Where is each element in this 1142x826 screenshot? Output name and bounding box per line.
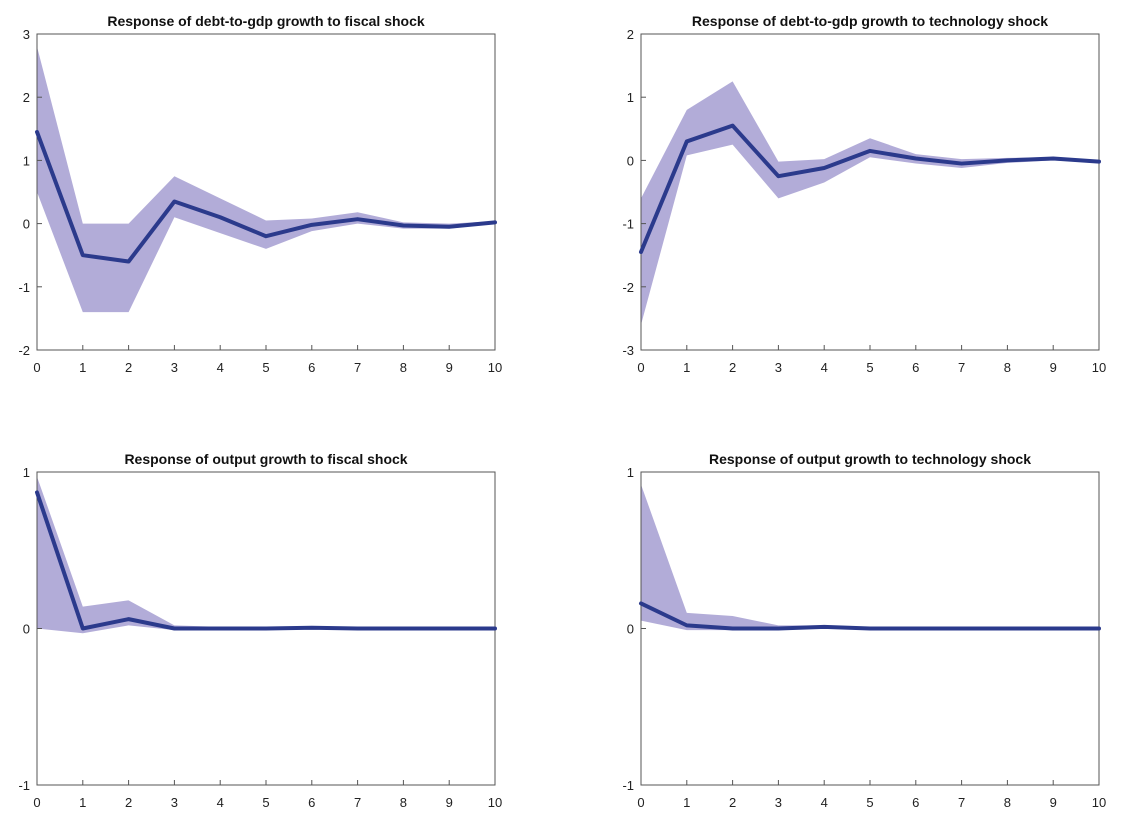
x-tick-label: 8 — [1004, 795, 1011, 810]
x-tick-label: 7 — [354, 360, 361, 375]
x-tick-label: 10 — [1092, 795, 1106, 810]
x-tick-label: 6 — [308, 360, 315, 375]
y-tick-label: 3 — [23, 27, 30, 42]
panel-output-technology: Response of output growth to technology … — [622, 451, 1106, 810]
x-tick-label: 2 — [729, 795, 736, 810]
x-tick-label: 0 — [33, 360, 40, 375]
x-tick-label: 10 — [488, 360, 502, 375]
x-tick-label: 6 — [912, 360, 919, 375]
series-line — [35, 490, 497, 631]
chart-title: Response of debt-to-gdp growth to techno… — [692, 13, 1048, 29]
series-line — [639, 601, 1101, 631]
y-tick-label: -3 — [622, 343, 634, 358]
x-tick-label: 4 — [217, 360, 224, 375]
x-tick-label: 8 — [1004, 360, 1011, 375]
x-tick-label: 9 — [1050, 795, 1057, 810]
x-tick-label: 2 — [125, 360, 132, 375]
chart-title: Response of output growth to technology … — [709, 451, 1031, 467]
x-tick-label: 5 — [262, 795, 269, 810]
x-tick-label: 1 — [79, 795, 86, 810]
y-tick-label: 0 — [627, 153, 634, 168]
x-tick-label: 2 — [125, 795, 132, 810]
x-tick-label: 4 — [217, 795, 224, 810]
panel-debt-fiscal: Response of debt-to-gdp growth to fiscal… — [18, 13, 502, 375]
x-tick-label: 6 — [912, 795, 919, 810]
series-line — [35, 129, 497, 264]
chart-title: Response of output growth to fiscal shoc… — [124, 451, 407, 467]
x-tick-label: 1 — [683, 360, 690, 375]
y-tick-label: 1 — [627, 465, 634, 480]
panel-debt-technology: Response of debt-to-gdp growth to techno… — [622, 13, 1106, 375]
x-tick-label: 3 — [775, 360, 782, 375]
panel-output-fiscal: Response of output growth to fiscal shoc… — [18, 451, 502, 810]
x-tick-label: 4 — [821, 360, 828, 375]
x-tick-label: 7 — [958, 360, 965, 375]
x-tick-label: 5 — [262, 360, 269, 375]
y-tick-label: -2 — [622, 280, 634, 295]
x-tick-label: 0 — [637, 795, 644, 810]
y-tick-label: -1 — [18, 280, 30, 295]
x-tick-label: 5 — [866, 795, 873, 810]
confidence-band — [37, 46, 495, 313]
x-tick-label: 3 — [775, 795, 782, 810]
x-tick-label: 8 — [400, 360, 407, 375]
x-tick-label: 4 — [821, 795, 828, 810]
x-tick-label: 9 — [446, 795, 453, 810]
chart-title: Response of debt-to-gdp growth to fiscal… — [107, 13, 425, 29]
x-tick-label: 3 — [171, 795, 178, 810]
confidence-band — [641, 81, 1099, 325]
y-tick-label: 0 — [627, 622, 634, 637]
x-tick-label: 10 — [488, 795, 502, 810]
y-tick-label: -1 — [622, 217, 634, 232]
x-tick-label: 0 — [637, 360, 644, 375]
x-tick-label: 6 — [308, 795, 315, 810]
x-tick-label: 9 — [446, 360, 453, 375]
x-tick-label: 2 — [729, 360, 736, 375]
y-tick-label: -1 — [18, 778, 30, 793]
y-tick-label: 1 — [23, 465, 30, 480]
x-tick-label: 9 — [1050, 360, 1057, 375]
y-tick-label: 0 — [23, 622, 30, 637]
x-tick-label: 1 — [683, 795, 690, 810]
y-tick-label: 2 — [627, 27, 634, 42]
x-tick-label: 10 — [1092, 360, 1106, 375]
x-tick-label: 3 — [171, 360, 178, 375]
x-tick-label: 5 — [866, 360, 873, 375]
x-tick-label: 7 — [354, 795, 361, 810]
confidence-band — [641, 484, 1099, 631]
x-tick-label: 8 — [400, 795, 407, 810]
y-tick-label: -1 — [622, 778, 634, 793]
series-line — [639, 123, 1101, 255]
x-tick-label: 0 — [33, 795, 40, 810]
axes-frame — [640, 33, 1100, 351]
x-tick-label: 1 — [79, 360, 86, 375]
confidence-band — [37, 476, 495, 634]
y-tick-label: 2 — [23, 90, 30, 105]
y-tick-label: 1 — [23, 153, 30, 168]
y-tick-label: 1 — [627, 90, 634, 105]
y-tick-label: -2 — [18, 343, 30, 358]
x-tick-label: 7 — [958, 795, 965, 810]
y-tick-label: 0 — [23, 217, 30, 232]
